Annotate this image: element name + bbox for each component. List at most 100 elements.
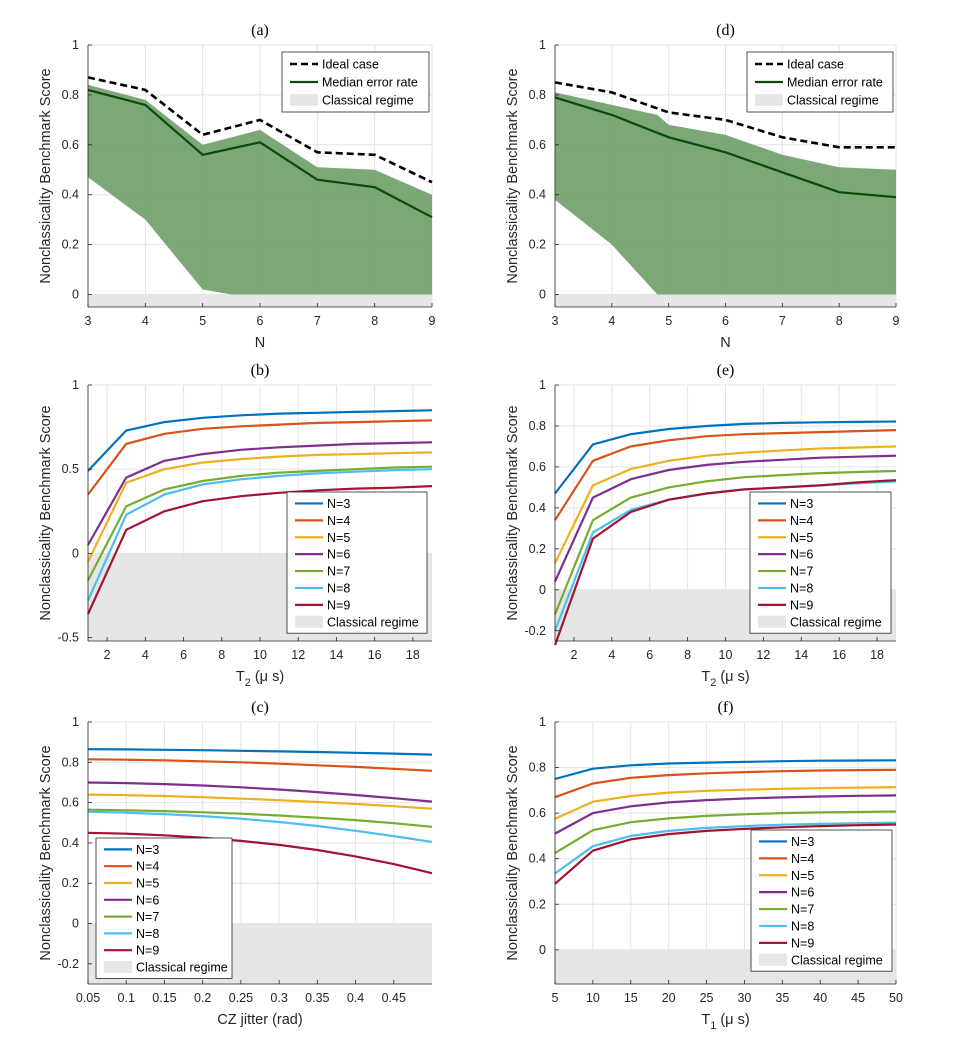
- legend-label: N=4: [136, 860, 159, 874]
- y-axis-label: Nonclassicality Benchmark Score: [38, 405, 54, 620]
- y-tick-label: 0: [539, 288, 546, 302]
- x-axis-label: CZ jitter (rad): [217, 1012, 302, 1028]
- series-line-n-7: [87, 808, 433, 828]
- series-line-n-9: [87, 831, 433, 875]
- series-line-n-6: [87, 441, 433, 546]
- x-tick-label: 3: [552, 314, 559, 328]
- y-tick-label: 0.6: [62, 138, 79, 152]
- x-tick-label: 30: [737, 991, 751, 1005]
- y-axis-label: Nonclassicality Benchmark Score: [505, 745, 521, 960]
- y-tick-label: 0: [539, 583, 546, 597]
- legend-label: N=9: [790, 598, 813, 612]
- legend-label: N=8: [790, 581, 813, 595]
- series-line-n-4: [554, 429, 897, 521]
- series-line-n-3: [554, 420, 897, 495]
- y-tick-label: 1: [539, 715, 546, 729]
- panel-title: (a): [251, 22, 269, 39]
- legend-label: N=4: [790, 514, 813, 528]
- panel-c: 0.05 0.1 0.15 0.2 0.25 0.3 0.35 0.4 0.45 -0.2 0 0.2…: [38, 699, 433, 1028]
- series-line-n-3: [87, 409, 433, 472]
- legend-label: N=6: [790, 548, 813, 562]
- x-axis-label: N: [720, 335, 730, 351]
- legend-label: N=8: [327, 581, 350, 595]
- series-line-n-6: [87, 781, 433, 803]
- x-tick-label: 4: [608, 314, 615, 328]
- y-tick-label: 0.2: [62, 876, 79, 890]
- y-tick-label: 1: [539, 378, 546, 392]
- x-tick-label: 16: [832, 648, 846, 662]
- x-tick-label: 45: [851, 991, 865, 1005]
- y-tick-label: 0: [539, 943, 546, 957]
- x-tick-label: 18: [870, 648, 884, 662]
- legend-label: N=9: [791, 936, 814, 950]
- x-axis-label: N: [255, 335, 265, 351]
- legend-label: N=4: [327, 514, 350, 528]
- series-line-ideal-case: [554, 81, 896, 149]
- legend-swatch-classical: [755, 94, 783, 106]
- x-tick-label: 12: [291, 648, 305, 662]
- legend-label: N=8: [791, 919, 814, 933]
- legend: N=3 N=4 N=5 N=6 N=7 N=8 N=9 Classical regime: [95, 837, 233, 979]
- x-tick-label: 10: [253, 648, 267, 662]
- x-tick-label: 50: [889, 991, 903, 1005]
- series-line-n-6: [553, 454, 897, 583]
- panel-a: 3 4 5 6 7 8 9 0 0.2 0.4 0.6 0.8 1 (a) N Nonclassicality…: [38, 22, 436, 351]
- y-tick-label: 1: [72, 378, 79, 392]
- series-line-n-8: [87, 810, 433, 843]
- legend-label: N=6: [791, 886, 814, 900]
- legend-label: N=5: [790, 531, 813, 545]
- legend-label: N=4: [791, 852, 814, 866]
- legend-label: N=3: [790, 497, 813, 511]
- legend-label: N=7: [790, 565, 813, 579]
- legend: Ideal case Median error rate Classical reg…: [281, 51, 430, 113]
- legend-label: N=3: [136, 843, 159, 857]
- series-line-n-9: [553, 479, 897, 646]
- x-tick-label: 0.2: [194, 991, 211, 1005]
- legend-box: [286, 491, 428, 634]
- y-tick-label: 0.8: [529, 761, 546, 775]
- x-tick-label: 14: [329, 648, 343, 662]
- x-tick-label: 0.35: [305, 991, 329, 1005]
- legend-box: [749, 491, 892, 634]
- panel-d: 3 4 5 6 7 8 9 0 0.2 0.4 0.6 0.8 1 (d) N Nonclassicality…: [505, 22, 900, 351]
- legend-label: Ideal case: [322, 58, 379, 72]
- legend-label-classical: Classical regime: [790, 615, 882, 629]
- x-tick-label: 6: [722, 314, 729, 328]
- x-tick-label: 8: [371, 314, 378, 328]
- x-tick-label: 0.4: [347, 991, 364, 1005]
- legend-swatch-classical: [290, 94, 318, 106]
- legend-label: N=7: [327, 565, 350, 579]
- x-tick-label: 6: [646, 648, 653, 662]
- y-tick-label: 0.2: [529, 542, 546, 556]
- x-tick-label: 7: [314, 314, 321, 328]
- series-line-n-4: [87, 758, 433, 772]
- x-axis-label-subscript: 2: [710, 677, 716, 689]
- legend-label: N=5: [136, 877, 159, 891]
- x-tick-label: 6: [180, 648, 187, 662]
- x-axis-label-unit: (μ s): [251, 669, 284, 685]
- panel-title: (e): [717, 362, 735, 379]
- y-tick-label: 0.5: [62, 462, 79, 476]
- x-tick-label: 2: [570, 648, 577, 662]
- legend-label-classical: Classical regime: [327, 615, 419, 629]
- legend: N=3 N=4 N=5 N=6 N=7 N=8 N=9 Classical regime: [749, 491, 892, 634]
- legend-label: N=5: [327, 531, 350, 545]
- legend-label-classical: Classical regime: [136, 961, 228, 975]
- legend: N=3 N=4 N=5 N=6 N=7 N=8 N=9 Classical regime: [750, 829, 893, 972]
- x-tick-label: 0.45: [382, 991, 406, 1005]
- x-tick-label: 20: [662, 991, 676, 1005]
- series-line-n-5: [87, 451, 433, 563]
- x-tick-label: 5: [665, 314, 672, 328]
- legend-label-classical: Classical regime: [791, 953, 883, 967]
- series-line-n-3: [87, 748, 433, 756]
- x-tick-label: 35: [775, 991, 789, 1005]
- y-axis-label: Nonclassicality Benchmark Score: [38, 68, 54, 283]
- x-tick-label: 0.3: [270, 991, 287, 1005]
- legend-box: [95, 837, 233, 979]
- y-tick-label: 0.4: [529, 852, 546, 866]
- series-line-n-5: [554, 786, 897, 820]
- legend-swatch-classical: [759, 953, 787, 966]
- x-axis-label: T2 (μ s): [701, 669, 749, 689]
